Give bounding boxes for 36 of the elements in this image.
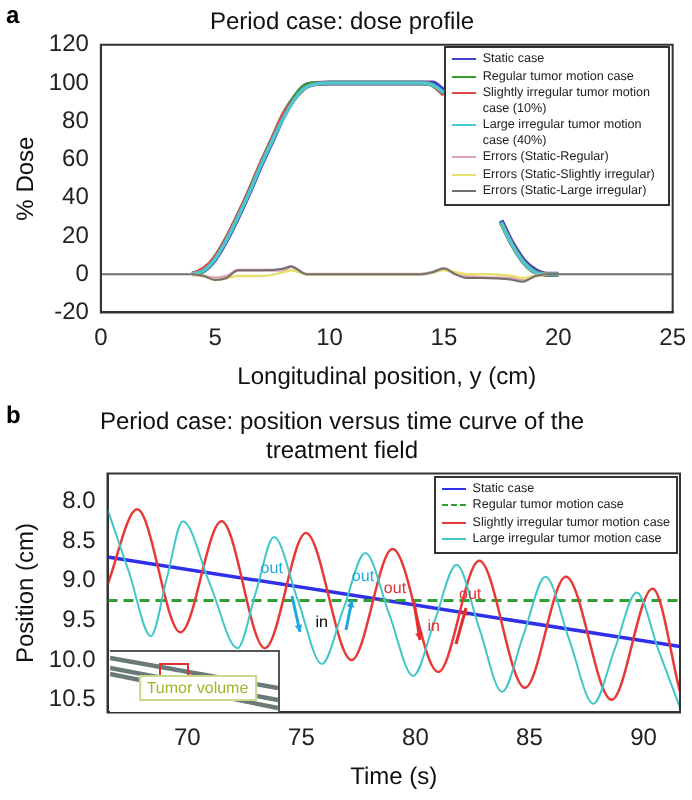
y-tick-label: 9.5 [62, 605, 97, 633]
x-tick-label: 75 [288, 723, 316, 752]
x-axis-title: Time (s) [350, 762, 438, 791]
x-tick-label: 25 [659, 323, 687, 352]
x-tick-label: 90 [630, 723, 658, 752]
x-axis-title: Longitudinal position, y (cm) [237, 362, 537, 391]
annotation: Tumor volume [138, 675, 257, 702]
chart-title: Period case: dose profile [209, 7, 475, 36]
y-tick-label: 60 [62, 144, 90, 173]
y-tick-label: 8.0 [62, 485, 97, 514]
y-tick-label: -20 [54, 297, 90, 326]
x-tick-label: 5 [208, 323, 223, 352]
y-tick-label: 80 [62, 105, 90, 134]
x-tick-label: 20 [544, 323, 573, 352]
chart-title: Period case: position versus time curve of the treatment field [99, 407, 585, 464]
y-tick-label: 120 [48, 29, 90, 58]
annotation: in [315, 613, 328, 632]
y-axis-title: % Dose [11, 135, 40, 221]
y-tick-label: 100 [48, 67, 90, 96]
x-tick-label: 15 [430, 323, 458, 352]
y-tick-label: 9.0 [62, 565, 97, 594]
y-axis-title: Position (cm) [11, 522, 40, 664]
text: a [6, 0, 20, 29]
y-tick-label: 10.0 [48, 644, 97, 673]
x-tick-label: 85 [516, 723, 544, 752]
y-tick-label: 20 [62, 220, 90, 249]
x-tick-label: 70 [173, 723, 202, 752]
text: b [6, 400, 21, 429]
annotation: out [383, 579, 408, 598]
y-tick-label: 40 [62, 182, 90, 211]
line-series [100, 265, 673, 283]
y-tick-label: 10.5 [48, 684, 97, 713]
x-tick-label: 80 [402, 723, 430, 752]
x-tick-label: 10 [316, 323, 344, 352]
y-tick-label: 0 [75, 258, 90, 287]
y-tick-label: 8.5 [62, 525, 97, 554]
